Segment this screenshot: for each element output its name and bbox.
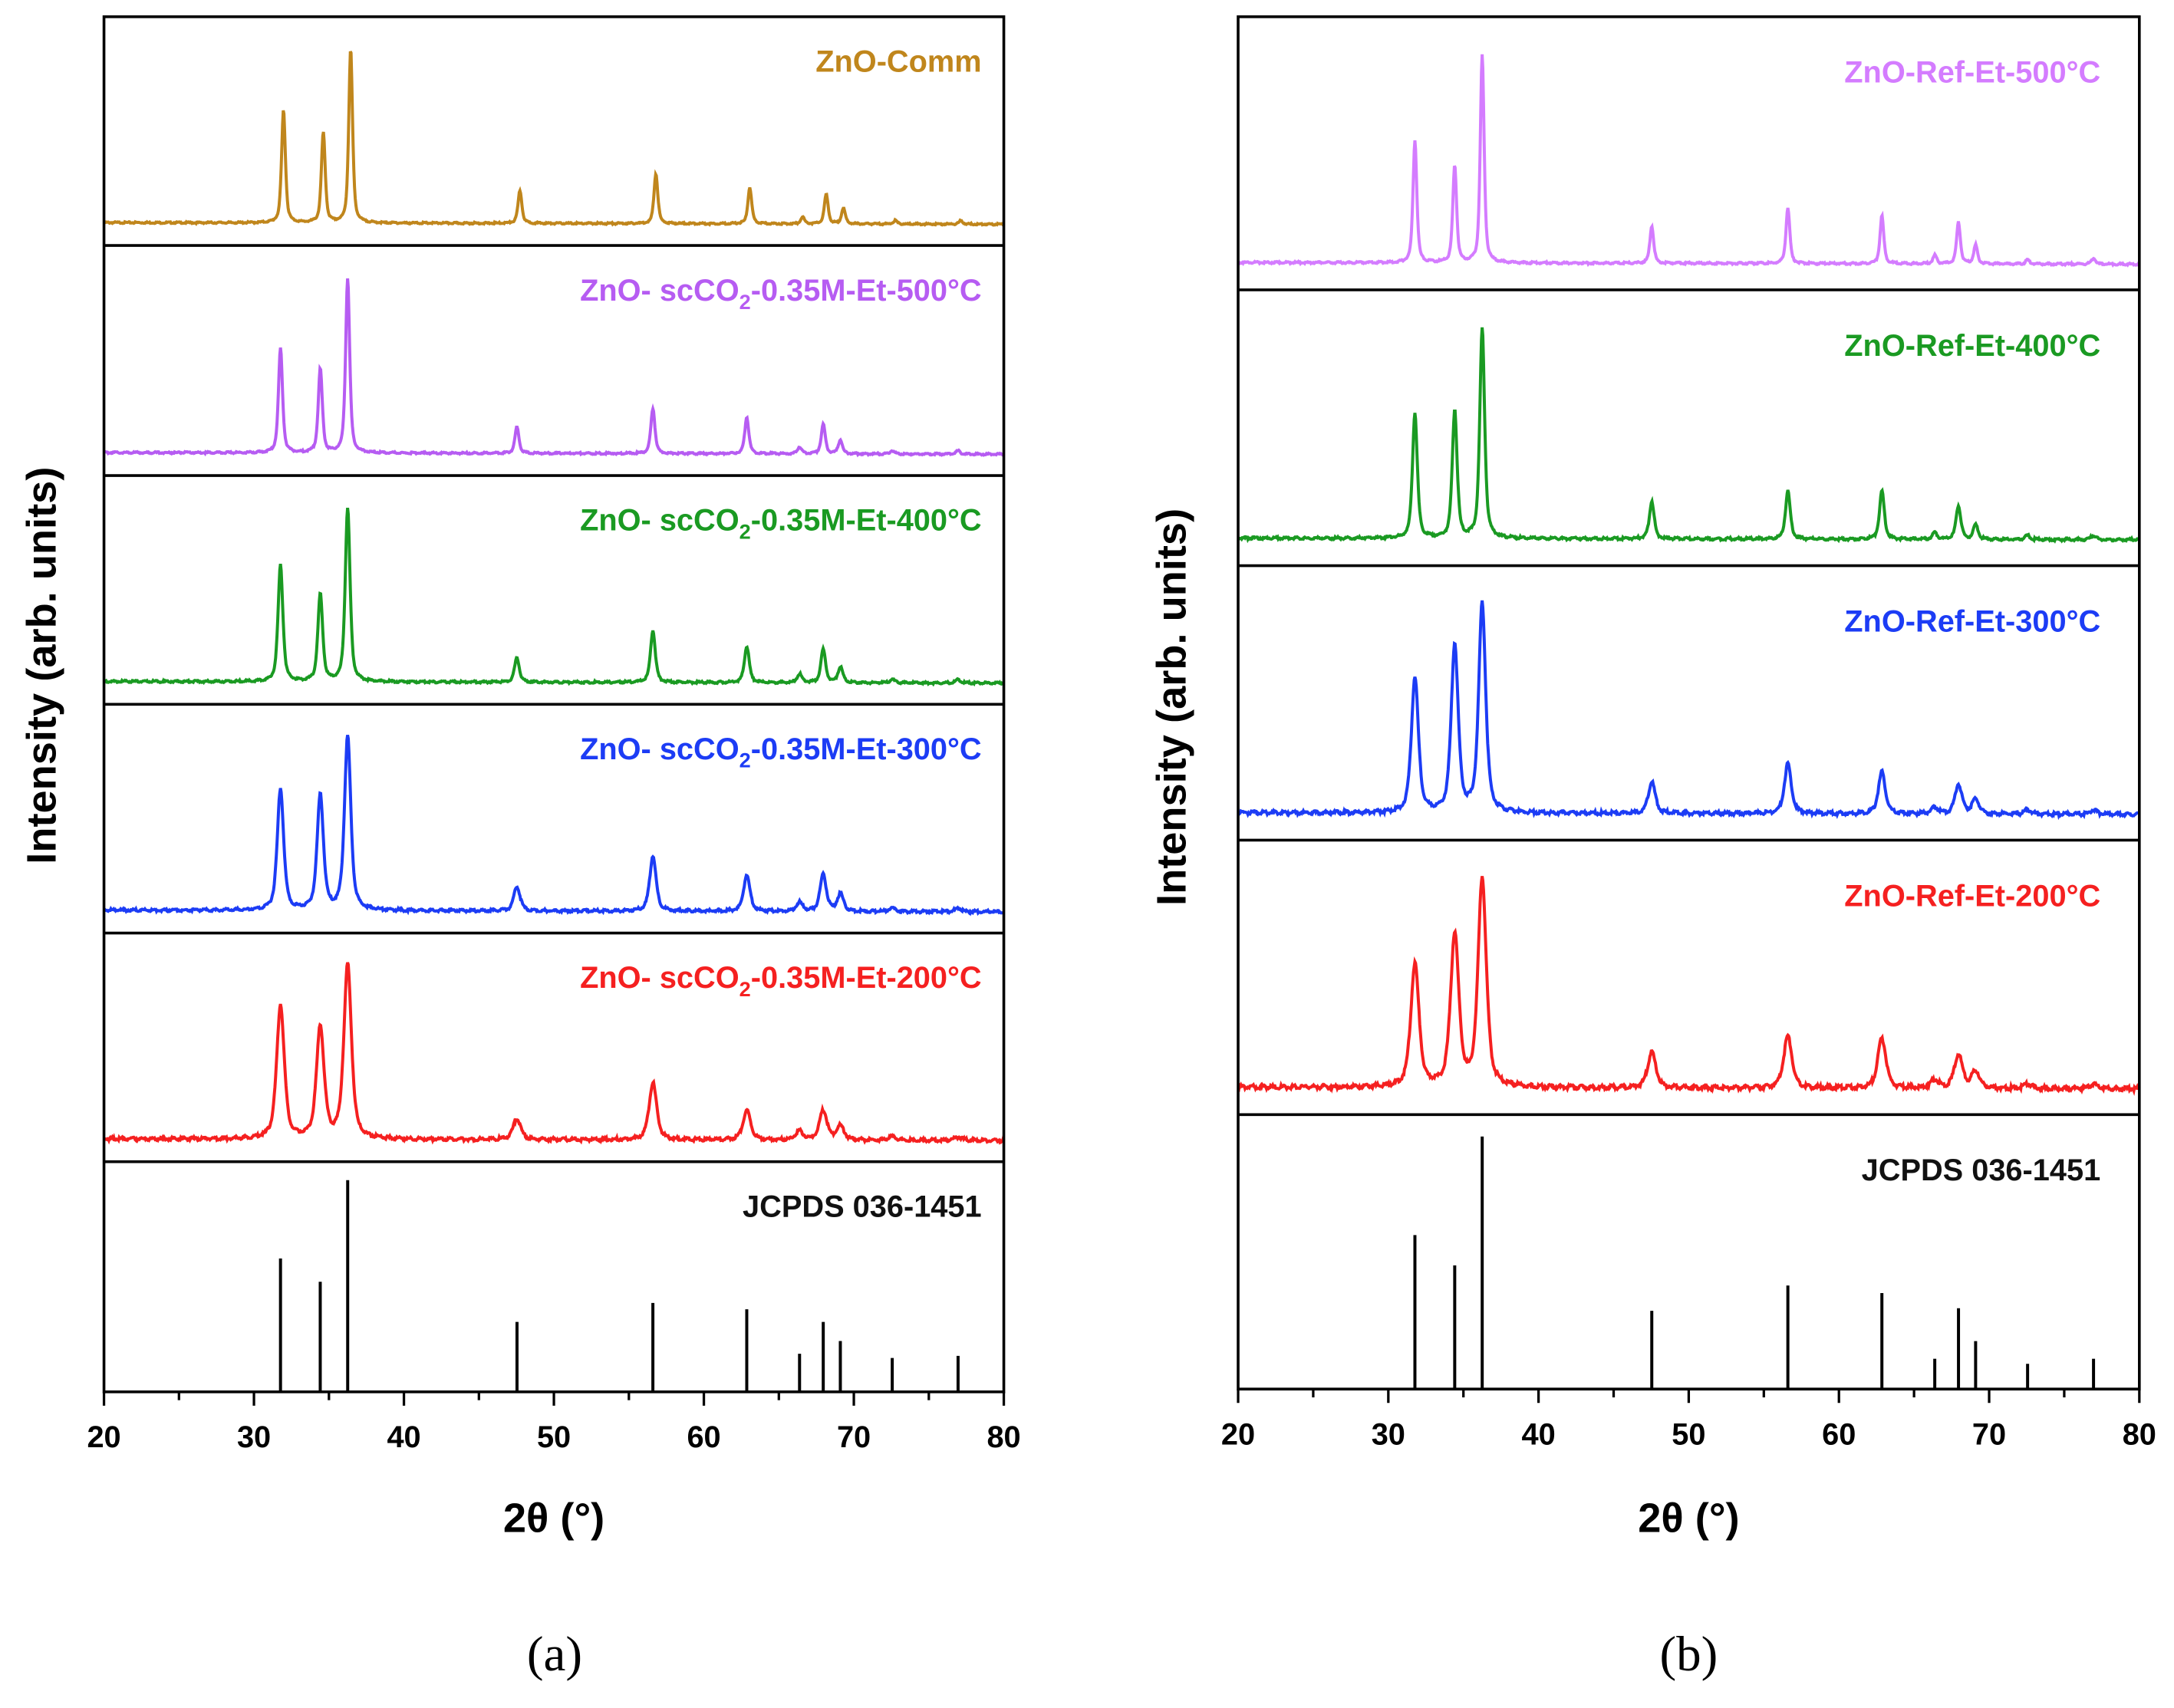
series-label: ZnO- scCO2-0.35M-Et-200°C bbox=[580, 961, 982, 1001]
series-line bbox=[1237, 327, 2141, 544]
series-label-part: ZnO-Ref-Et-500°C bbox=[1844, 55, 2100, 89]
series-line bbox=[1237, 876, 2141, 1096]
series-label-part: ZnO- scCO bbox=[580, 732, 739, 766]
x-tick-label: 50 bbox=[537, 1420, 571, 1454]
panel-b: ZnO-Ref-Et-500°C ZnO-Ref-Et-400°C ZnO-Ref-… bbox=[1148, 15, 2156, 1682]
series-label-subscript: 2 bbox=[739, 290, 751, 314]
panel-label: (b) bbox=[1659, 1627, 1718, 1682]
series-label-part: -0.35M-Et-200°C bbox=[751, 961, 982, 995]
series-label-part: ZnO- scCO bbox=[580, 961, 739, 995]
series-label-part: ZnO- scCO bbox=[580, 504, 739, 538]
series-label: ZnO- scCO2-0.35M-Et-400°C bbox=[580, 504, 982, 544]
series-label-part: -0.35M-Et-300°C bbox=[751, 732, 982, 766]
x-tick-label: 50 bbox=[1672, 1417, 1705, 1451]
series-line bbox=[1237, 600, 2140, 821]
series-line bbox=[103, 735, 1006, 917]
series-label-part: ZnO-Ref-Et-300°C bbox=[1844, 604, 2100, 638]
series-label-subscript: 2 bbox=[739, 749, 751, 772]
series-line bbox=[103, 962, 1006, 1145]
reference-label: JCPDS 036-1451 bbox=[743, 1190, 982, 1224]
series-label: ZnO-Ref-Et-300°C bbox=[1844, 604, 2100, 638]
series-line bbox=[1237, 54, 2140, 268]
series-line bbox=[103, 51, 1005, 227]
series-line bbox=[104, 507, 1005, 687]
series-label-part: ZnO-Comm bbox=[815, 44, 981, 78]
series-label: ZnO- scCO2-0.35M-Et-300°C bbox=[580, 732, 982, 772]
x-tick-label: 70 bbox=[837, 1420, 871, 1454]
panel-label: (a) bbox=[527, 1627, 582, 1682]
y-axis-label: Intensity (arb. units) bbox=[1148, 508, 1194, 906]
series-label-part: -0.35M-Et-500°C bbox=[751, 274, 982, 308]
x-tick-label: 80 bbox=[987, 1420, 1020, 1454]
series-label: ZnO-Ref-Et-500°C bbox=[1844, 55, 2100, 89]
series-label-subscript: 2 bbox=[739, 519, 751, 543]
series-line bbox=[104, 278, 1004, 458]
series-label-subscript: 2 bbox=[739, 977, 751, 1001]
series-label: ZnO-Ref-Et-200°C bbox=[1844, 879, 2100, 913]
y-axis-label: Intensity (arb. units) bbox=[18, 467, 64, 864]
series-label: ZnO-Ref-Et-400°C bbox=[1844, 329, 2100, 363]
x-axis-label: 2θ (°) bbox=[1638, 1495, 1739, 1541]
series-label-part: -0.35M-Et-400°C bbox=[751, 504, 982, 538]
x-axis-label: 2θ (°) bbox=[503, 1495, 604, 1541]
x-tick-label: 70 bbox=[1972, 1417, 2006, 1451]
x-tick-label: 40 bbox=[1521, 1417, 1555, 1451]
x-tick-label: 20 bbox=[87, 1420, 120, 1454]
x-tick-label: 40 bbox=[387, 1420, 420, 1454]
x-tick-label: 30 bbox=[237, 1420, 271, 1454]
series-label-part: ZnO- scCO bbox=[580, 274, 739, 308]
series-label-part: ZnO-Ref-Et-400°C bbox=[1844, 329, 2100, 363]
series-label: ZnO- scCO2-0.35M-Et-500°C bbox=[580, 274, 982, 314]
x-tick-label: 30 bbox=[1372, 1417, 1405, 1451]
series-label-part: ZnO-Ref-Et-200°C bbox=[1844, 879, 2100, 913]
series-label: ZnO-Comm bbox=[815, 44, 981, 78]
x-tick-label: 80 bbox=[2123, 1417, 2156, 1451]
x-tick-label: 60 bbox=[687, 1420, 720, 1454]
reference-label: JCPDS 036-1451 bbox=[1862, 1153, 2101, 1187]
x-tick-label: 20 bbox=[1221, 1417, 1255, 1451]
x-tick-label: 60 bbox=[1822, 1417, 1856, 1451]
